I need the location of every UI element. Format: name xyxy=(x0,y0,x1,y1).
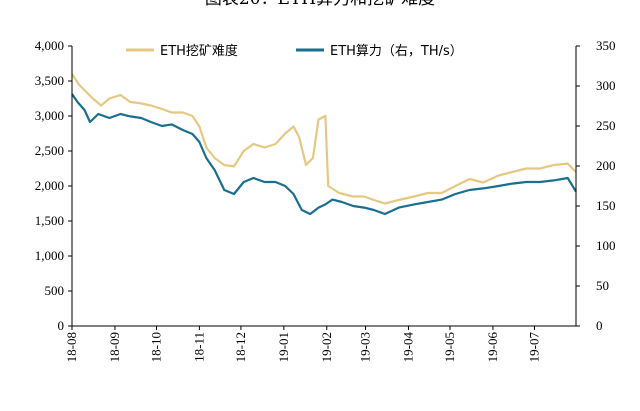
y-left-tick-label: 0 xyxy=(58,318,65,333)
y-right-tick-label: 300 xyxy=(596,78,616,93)
y-right-tick-label: 100 xyxy=(596,238,616,253)
y-right-tick-label: 0 xyxy=(596,318,603,333)
y-left-tick-label: 3,500 xyxy=(35,73,64,88)
legend-label-hashrate: ETH算力（右，TH/s） xyxy=(330,44,463,59)
x-tick-label: 19-05 xyxy=(442,332,457,362)
x-tick-label: 19-07 xyxy=(526,332,541,363)
x-tick-label: 18-11 xyxy=(191,332,206,362)
y-left-tick-label: 2,000 xyxy=(35,178,64,193)
y-left-tick-label: 1,000 xyxy=(35,248,64,263)
chart-title: 图表20：ETH算力和挖矿难度 xyxy=(205,0,435,9)
y-right-tick-label: 200 xyxy=(596,158,616,173)
x-tick-label: 18-09 xyxy=(107,332,122,362)
y-left-tick-label: 500 xyxy=(45,283,65,298)
y-right-tick-label: 50 xyxy=(596,278,609,293)
x-tick-label: 18-10 xyxy=(148,332,163,362)
y-right-tick-label: 150 xyxy=(596,198,616,213)
x-tick-label: 19-01 xyxy=(276,332,291,362)
legend: ETH挖矿难度 ETH算力（右，TH/s） xyxy=(126,43,463,59)
series-line-hashrate xyxy=(71,93,577,216)
y-left-tick-label: 3,000 xyxy=(35,108,64,123)
y-left-tick-label: 1,500 xyxy=(35,213,64,228)
series-line-difficulty xyxy=(71,73,577,205)
axes: 0 500 1,000 1,500 2,000 2,500 3,000 3,500 4,000 0… xyxy=(35,38,616,362)
x-tick-label: 19-03 xyxy=(358,332,373,362)
y-right-tick-label: 350 xyxy=(596,38,616,53)
plot-area xyxy=(71,73,577,216)
x-tick-label: 19-04 xyxy=(400,332,415,363)
x-tick-label: 18-12 xyxy=(233,332,248,362)
y-left-tick-label: 4,000 xyxy=(35,38,64,53)
x-tick-label: 19-06 xyxy=(485,332,500,363)
y-right-tick-label: 250 xyxy=(596,118,616,133)
legend-label-difficulty: ETH挖矿难度 xyxy=(160,43,238,59)
x-tick-label: 19-02 xyxy=(319,332,334,362)
y-left-tick-label: 2,500 xyxy=(35,143,64,158)
x-tick-label: 18-08 xyxy=(64,332,79,362)
